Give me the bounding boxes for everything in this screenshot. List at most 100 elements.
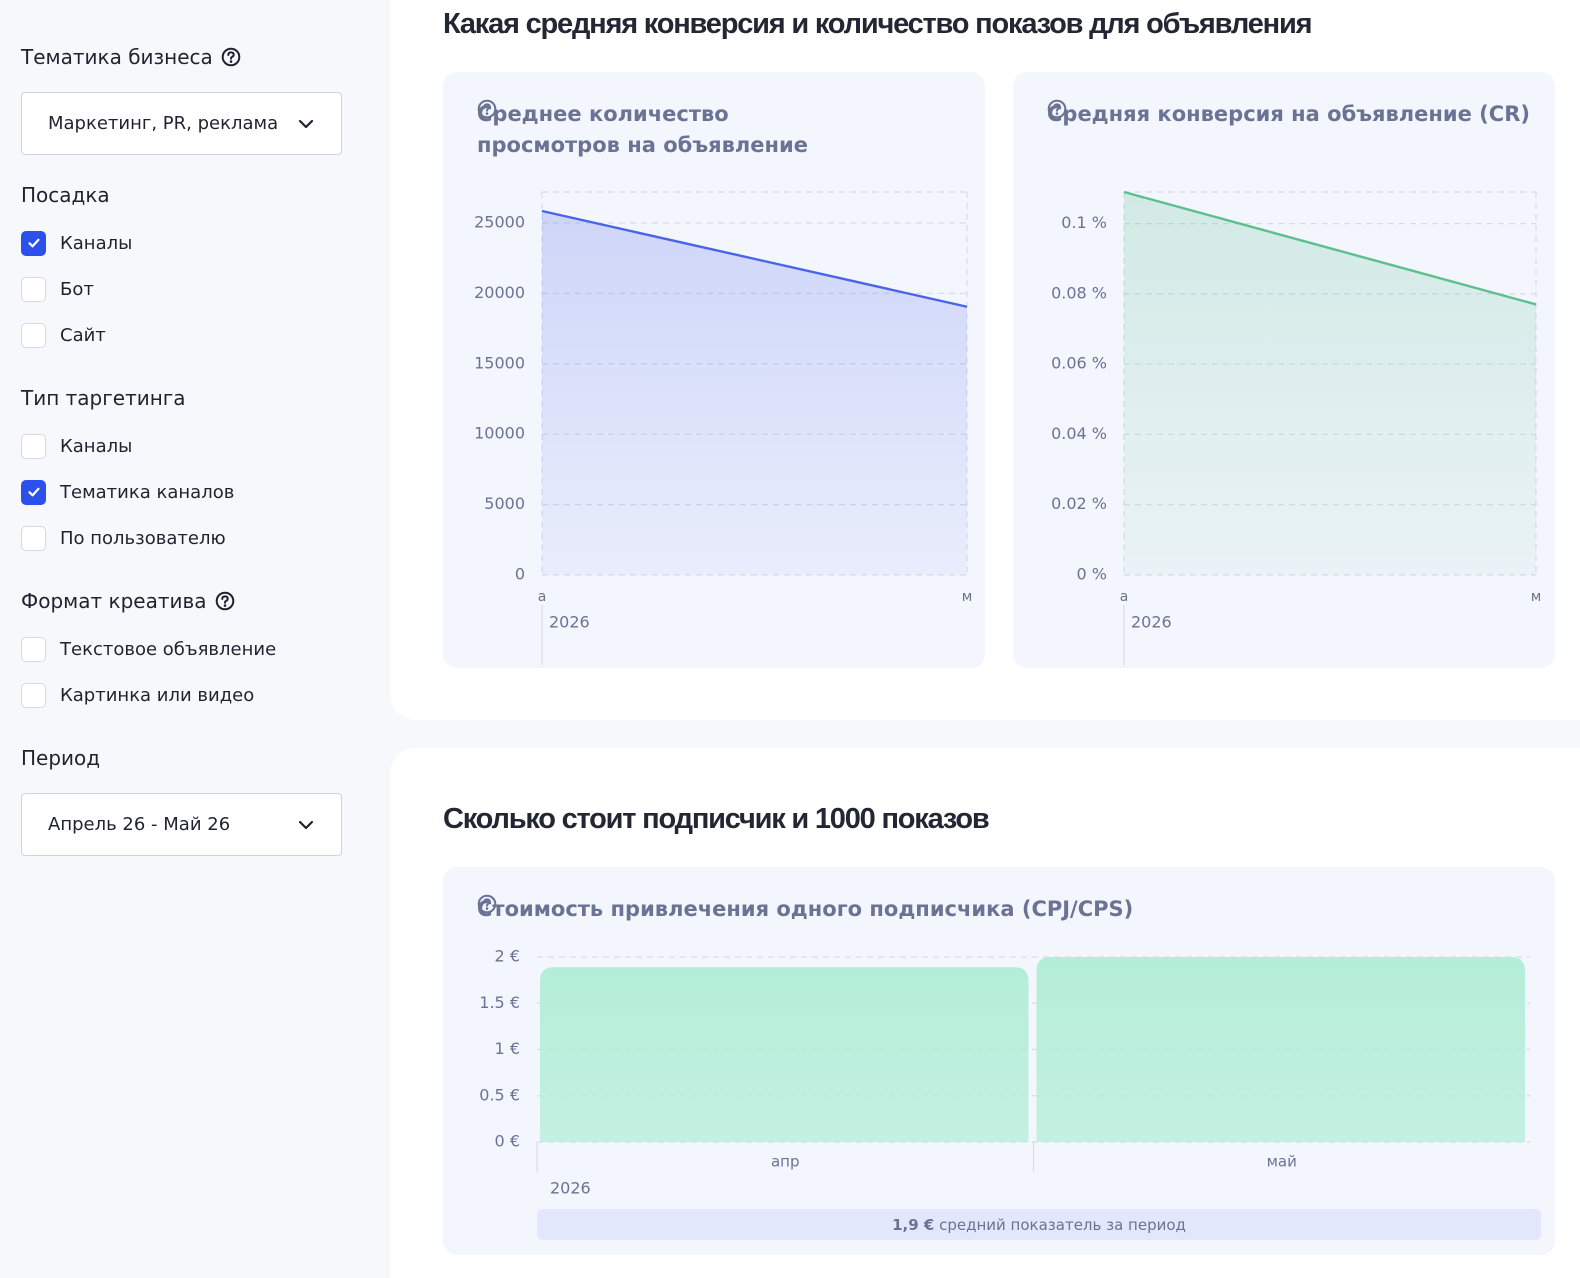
bar — [540, 967, 1029, 1142]
y-tick-label: 2 € — [495, 947, 520, 966]
group-title-text: Посадка — [21, 183, 110, 207]
help-mark — [483, 898, 491, 907]
x-tick-label: а — [538, 589, 547, 605]
bar — [1036, 957, 1525, 1142]
group-title: Посадка — [21, 180, 390, 210]
chevron — [298, 820, 314, 829]
chart: 0 € 0.5 € 1 € 1.5 € 2 € апр май 2026 1,9 € средн… — [479, 947, 1541, 1240]
checkbox-option[interactable]: Сайт — [21, 312, 390, 358]
checkbox-label: Бот — [60, 278, 94, 300]
help-circle — [477, 99, 497, 119]
y-tick-label: 5000 — [484, 494, 525, 513]
summary-value: 1,9 € — [892, 1216, 934, 1234]
y-tick-label: 10000 — [474, 424, 525, 443]
chevron-path — [298, 119, 314, 128]
help-icon — [477, 99, 497, 119]
help-dot — [485, 112, 489, 115]
help-dot — [485, 907, 489, 910]
y-tick-label: 0.02 % — [1051, 494, 1107, 513]
check-mark — [27, 487, 40, 497]
check-path — [27, 487, 40, 497]
checkbox[interactable] — [21, 276, 46, 302]
group-title-text: Формат креатива — [21, 589, 207, 613]
summary-text: средний показатель за период — [939, 1216, 1186, 1234]
checkbox[interactable] — [21, 230, 46, 256]
y-tick-label: 0.06 % — [1051, 354, 1107, 373]
group-title: Период — [21, 743, 390, 773]
group-title: Тип таргетинга — [21, 383, 390, 413]
checkbox-label: По пользователю — [60, 527, 226, 549]
x-tick-label: а — [1120, 589, 1129, 605]
y-tick-label: 0 € — [495, 1132, 520, 1151]
checkbox-option[interactable]: Бот — [21, 266, 390, 312]
chart-title: Стоимость привлечения одного подписчика … — [477, 894, 1477, 925]
y-tick-label: 20000 — [474, 283, 525, 302]
help-mark — [1053, 103, 1061, 112]
checkbox[interactable] — [21, 682, 46, 708]
help-dot — [223, 604, 226, 607]
summary: 1,9 € средний показатель за период — [892, 1216, 1186, 1234]
group-title-text: Тип таргетинга — [21, 386, 186, 410]
checkbox-option[interactable]: Каналы — [21, 423, 390, 469]
chart-card: Среднее количество просмотров на объявле… — [443, 72, 985, 668]
chart: 0 % 0.02 % 0.04 % 0.06 % 0.08 % 0.1 % а м 2026 — [1051, 190, 1542, 665]
help-mark — [227, 51, 235, 60]
group-title: Тематика бизнеса — [21, 42, 390, 72]
x-tick-label: апр — [771, 1153, 800, 1171]
help-icon — [221, 47, 241, 67]
checkbox-label: Картинка или видео — [60, 684, 255, 706]
summary-box — [537, 1209, 1541, 1240]
y-tick-label: 1.5 € — [479, 993, 520, 1012]
y-tick-label: 0.04 % — [1051, 424, 1107, 443]
help-mark — [220, 595, 229, 604]
checkbox-label: Каналы — [60, 435, 133, 457]
options: Каналы Бот Сайт — [21, 220, 390, 358]
checkbox-option[interactable]: По пользователю — [21, 515, 390, 561]
chart-title-text: Среднее количество просмотров на объявле… — [477, 102, 808, 157]
checkbox-option[interactable]: Текстовое объявление — [21, 626, 390, 672]
chart-title-text: Средняя конверсия на объявление (CR) — [1047, 102, 1530, 126]
y-tick-label: 25000 — [474, 212, 525, 231]
chart-title: Средняя конверсия на объявление (CR) — [1047, 99, 1580, 130]
checkbox[interactable] — [21, 322, 46, 348]
checkbox-option[interactable]: Тематика каналов — [21, 469, 390, 515]
year-label: 2026 — [549, 613, 590, 632]
help-circle — [477, 894, 497, 914]
year-label: 2026 — [550, 1179, 591, 1198]
section-title: Какая средняя конверсия и количество пок… — [443, 8, 1312, 40]
x-tick-label: м — [1531, 589, 1542, 605]
options: Каналы Тематика каналов По пользователю — [21, 423, 390, 561]
chevron-path — [298, 820, 314, 829]
select-value: Апрель 26 - Май 26 — [48, 814, 231, 835]
options: Текстовое объявление Картинка или видео — [21, 626, 390, 718]
help-dot — [1055, 112, 1059, 115]
select[interactable]: Апрель 26 - Май 26 — [21, 793, 342, 856]
checkbox-option[interactable]: Картинка или видео — [21, 672, 390, 718]
chart-title-text: Стоимость привлечения одного подписчика … — [477, 897, 1134, 921]
checkbox-label: Текстовое объявление — [60, 638, 277, 660]
chart: 0 5000 10000 15000 20000 25000 а м 2026 — [474, 191, 972, 665]
area — [542, 211, 967, 575]
checkbox[interactable] — [21, 479, 46, 505]
check-path — [27, 238, 40, 248]
check-mark — [27, 238, 40, 248]
group-title-text: Период — [21, 746, 101, 770]
checkbox[interactable] — [21, 525, 46, 551]
line — [1123, 190, 1537, 306]
checkbox-label: Каналы — [60, 232, 133, 254]
help-dot — [229, 60, 233, 63]
select[interactable]: Маркетинг, PR, реклама — [21, 92, 342, 155]
checkbox[interactable] — [21, 433, 46, 459]
group-title-text: Тематика бизнеса — [21, 45, 213, 69]
y-tick-label: 0.1 % — [1061, 213, 1107, 232]
checkbox-label: Тематика каналов — [60, 481, 235, 503]
checkbox[interactable] — [21, 636, 46, 662]
y-tick-label: 1 € — [495, 1039, 520, 1058]
area — [1124, 192, 1536, 575]
checkbox-label: Сайт — [60, 324, 106, 346]
y-tick-label: 0 — [515, 565, 525, 584]
help-icon — [215, 591, 234, 611]
group-title: Формат креатива — [21, 586, 390, 616]
checkbox-option[interactable]: Каналы — [21, 220, 390, 266]
